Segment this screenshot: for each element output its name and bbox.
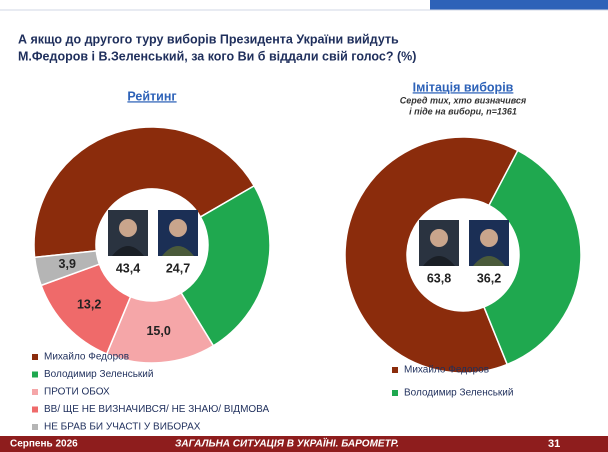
- photo-head: [480, 229, 498, 247]
- chart-subtitle: і піде на вибори, n=1361: [409, 106, 517, 116]
- title-line: М.Федоров і В.Зеленський, за кого Ви б в…: [18, 49, 416, 63]
- photo-head: [430, 229, 448, 247]
- footer-date: Серпень 2026: [10, 439, 78, 450]
- legend-swatch: [392, 390, 398, 396]
- value-label: 43,4: [116, 261, 140, 275]
- legend-label: Володимир Зеленський: [404, 388, 513, 399]
- donut-segment: [33, 250, 101, 287]
- value-label: 24,7: [166, 261, 190, 275]
- footer-page: 31: [548, 438, 560, 450]
- header-stripe: [430, 0, 608, 10]
- legend-label: Володимир Зеленський: [44, 369, 153, 380]
- value-label: 3,9: [59, 257, 76, 271]
- legend-label: ПРОТИ ОБОХ: [44, 387, 110, 398]
- donut-segment: [180, 184, 271, 347]
- legend-label: Михайло Федоров: [404, 365, 489, 376]
- chart-title: Імітація виборів: [413, 80, 514, 94]
- photo-head: [169, 219, 187, 237]
- photo-body: [162, 246, 194, 256]
- chart-subtitle: Серед тих, хто визначився: [400, 95, 527, 105]
- value-label: 36,2: [477, 271, 501, 285]
- footer-text: ЗАГАЛЬНА СИТУАЦІЯ В УКРАЇНІ. БАРОМЕТР.: [175, 437, 399, 450]
- title-line: А якщо до другого туру виборів Президент…: [18, 32, 399, 46]
- value-label: 13,2: [77, 297, 101, 311]
- legend-label: Михайло Федоров: [44, 352, 129, 363]
- photo-head: [119, 219, 137, 237]
- photo-body: [423, 256, 455, 266]
- chart-title: Рейтинг: [127, 89, 176, 103]
- legend-label: ВВ/ ЩЕ НЕ ВИЗНАЧИВСЯ/ НЕ ЗНАЮ/ ВІДМОВА: [44, 404, 270, 415]
- legend-swatch: [32, 424, 38, 430]
- donut-segment: [483, 149, 582, 366]
- donut-segment: [344, 136, 519, 374]
- photo-body: [112, 246, 144, 256]
- legend-swatch: [392, 367, 398, 373]
- donut-segment: [33, 126, 256, 259]
- value-label: 63,8: [427, 271, 451, 285]
- legend-swatch: [32, 371, 38, 378]
- footer-bar: [0, 436, 608, 452]
- photo-body: [473, 256, 505, 266]
- value-label: 15,0: [146, 324, 170, 338]
- legend-swatch: [32, 406, 38, 413]
- legend-swatch: [32, 354, 38, 360]
- legend-label: НЕ БРАВ БИ УЧАСТІ У ВИБОРАХ: [44, 422, 201, 433]
- legend-swatch: [32, 389, 38, 395]
